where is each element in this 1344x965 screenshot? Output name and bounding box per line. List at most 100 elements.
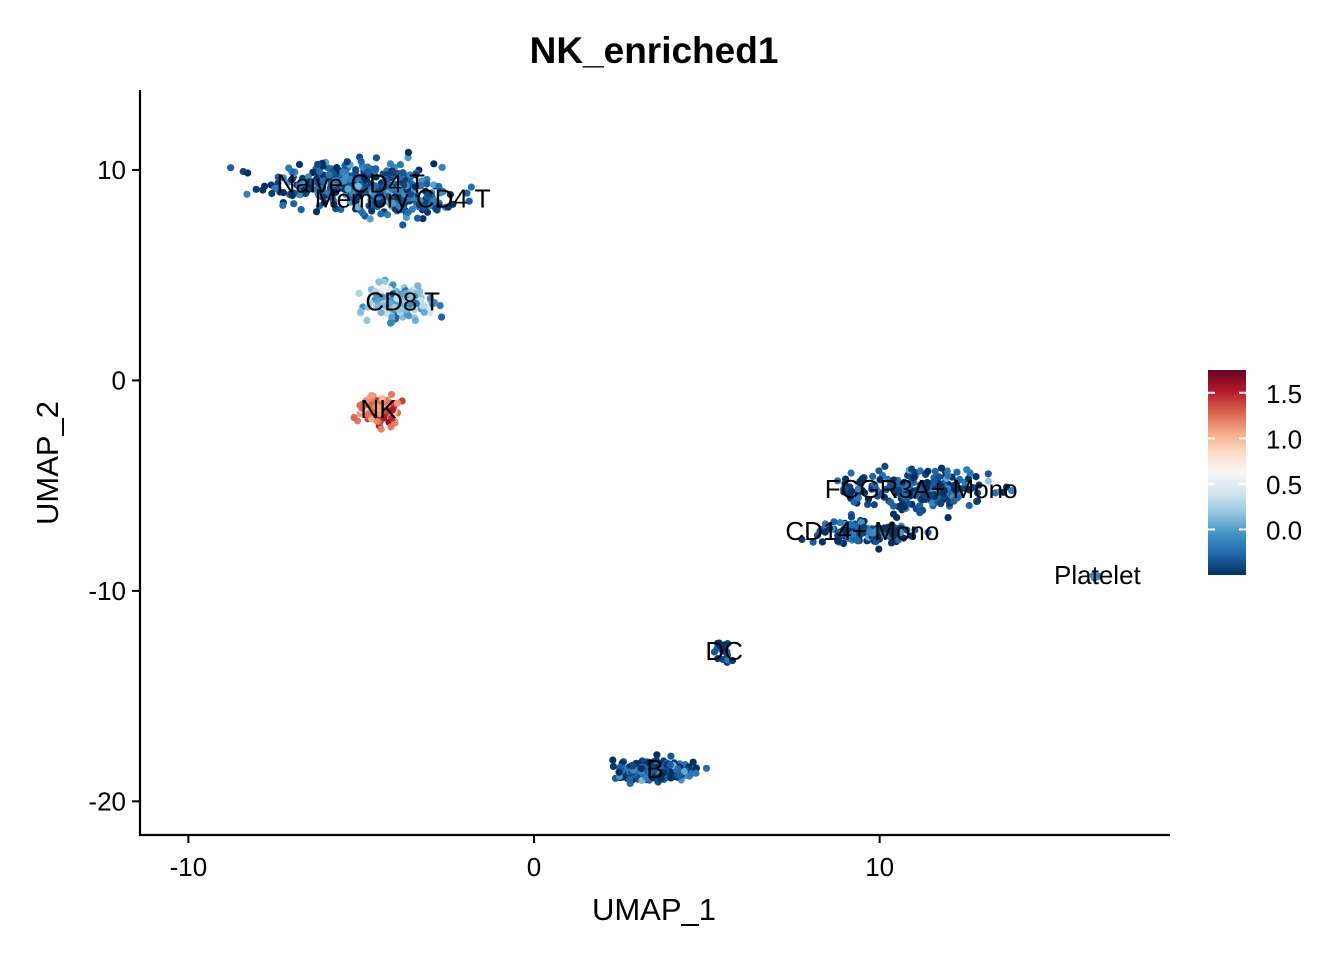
data-point	[366, 299, 374, 307]
cluster-points	[350, 390, 406, 433]
data-point	[404, 148, 412, 156]
data-point	[856, 479, 865, 487]
data-point	[666, 761, 674, 769]
data-point	[285, 164, 293, 172]
data-point	[847, 469, 855, 477]
data-point	[355, 289, 363, 297]
data-point	[887, 481, 895, 489]
data-point	[689, 758, 697, 766]
data-point	[416, 287, 424, 295]
data-point	[857, 529, 865, 537]
data-point	[912, 490, 921, 498]
colorbar-tick-label: 0.0	[1266, 515, 1302, 545]
data-point	[871, 482, 879, 490]
data-point	[406, 171, 414, 179]
points-layer	[227, 148, 1103, 788]
data-point	[430, 197, 439, 205]
data-point	[279, 174, 287, 182]
data-point	[333, 164, 341, 172]
data-point	[916, 509, 924, 517]
cluster-points	[609, 751, 711, 788]
data-point	[309, 178, 317, 186]
data-point	[419, 215, 427, 223]
data-point	[1008, 487, 1016, 495]
data-point	[463, 189, 471, 197]
x-tick-label: 10	[865, 852, 894, 882]
data-point	[374, 302, 383, 310]
data-point	[295, 160, 304, 169]
data-point	[279, 201, 287, 209]
data-point	[848, 521, 857, 529]
data-point	[386, 319, 395, 327]
data-point	[396, 305, 404, 313]
data-point	[423, 180, 431, 188]
cluster-label: DC	[705, 636, 743, 666]
data-point	[940, 486, 949, 495]
data-point	[944, 472, 952, 480]
data-point	[385, 300, 393, 308]
data-point	[364, 410, 372, 418]
data-point	[402, 305, 410, 314]
data-point	[404, 154, 412, 162]
data-point	[412, 299, 420, 308]
data-point	[680, 767, 688, 776]
y-axis-label: UMAP_2	[30, 401, 65, 525]
data-point	[389, 169, 397, 177]
data-point	[259, 186, 267, 194]
cluster-label: Platelet	[1054, 560, 1141, 590]
data-point	[836, 519, 844, 527]
data-point	[870, 501, 878, 509]
data-point	[437, 189, 445, 197]
data-point	[393, 294, 401, 302]
cluster-points	[834, 462, 1016, 522]
data-point	[882, 532, 890, 540]
data-point	[357, 307, 365, 316]
data-point	[312, 208, 321, 216]
data-point	[411, 183, 419, 191]
data-point	[876, 476, 884, 484]
data-point	[975, 481, 983, 489]
data-point	[315, 168, 324, 176]
data-point	[887, 539, 896, 547]
data-point	[834, 477, 842, 485]
colorbar-tick-label: 1.0	[1266, 424, 1302, 454]
data-point	[393, 399, 401, 407]
data-point	[910, 474, 918, 482]
data-point	[274, 179, 282, 187]
data-point	[984, 477, 993, 485]
data-point	[969, 484, 977, 492]
data-point	[714, 655, 722, 663]
data-point	[288, 176, 296, 184]
data-point	[300, 186, 308, 194]
data-point	[340, 177, 348, 185]
data-point	[465, 197, 473, 205]
data-point	[924, 528, 932, 537]
data-point	[1089, 571, 1097, 580]
data-point	[325, 171, 333, 179]
data-point	[900, 502, 908, 510]
data-point	[344, 185, 352, 193]
data-point	[821, 520, 830, 528]
data-point	[676, 772, 684, 780]
data-point	[378, 283, 386, 291]
data-point	[847, 513, 856, 521]
data-point	[881, 462, 889, 470]
data-point	[880, 524, 889, 532]
data-point	[411, 306, 419, 314]
data-point	[346, 175, 354, 183]
data-point	[438, 163, 446, 171]
data-point	[953, 485, 961, 493]
data-point	[352, 166, 360, 174]
data-point	[377, 210, 385, 218]
data-point	[430, 160, 438, 168]
data-point	[420, 308, 428, 316]
data-point	[343, 158, 351, 166]
data-point	[362, 397, 370, 405]
data-point	[414, 214, 422, 222]
cluster-label: CD14+ Mono	[785, 516, 939, 546]
data-point	[354, 182, 362, 190]
y-tick-label: -10	[88, 576, 126, 606]
data-point	[320, 193, 328, 201]
data-point	[438, 313, 446, 321]
data-point	[966, 469, 974, 477]
